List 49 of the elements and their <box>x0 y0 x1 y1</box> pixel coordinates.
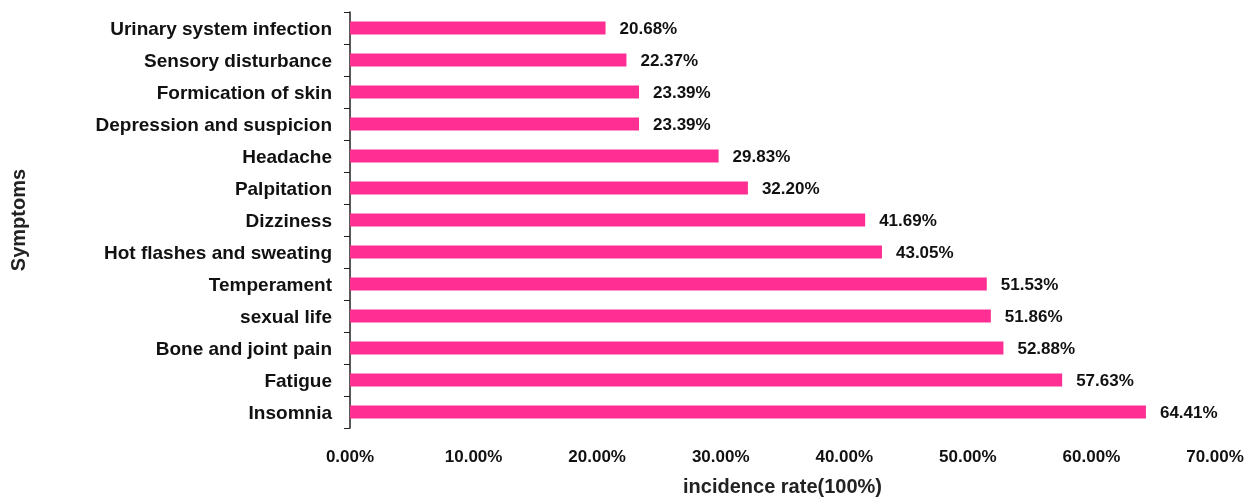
bar <box>350 405 1146 419</box>
bar <box>350 373 1063 387</box>
x-tick-label: 0.00% <box>325 447 375 466</box>
data-label: 23.39% <box>653 82 711 102</box>
bar <box>350 149 719 163</box>
x-tick-label: 30.00% <box>691 447 750 466</box>
data-label: 29.83% <box>732 146 791 166</box>
data-label: 22.37% <box>640 50 699 70</box>
y-tick-label: Headache <box>242 145 332 167</box>
x-tick-label: 20.00% <box>568 447 626 466</box>
y-tick-label: sexual life <box>240 305 332 327</box>
y-tick-label: Sensory disturbance <box>144 49 332 71</box>
x-tick-label: 40.00% <box>815 447 874 466</box>
data-label: 52.88% <box>1017 338 1076 358</box>
data-label: 64.41% <box>1159 402 1218 422</box>
data-label: 57.63% <box>1076 370 1134 390</box>
y-tick-label: Formication of skin <box>156 81 332 103</box>
bar <box>350 277 987 291</box>
bar <box>350 117 640 131</box>
data-label: 20.68% <box>619 18 678 38</box>
x-tick-label: 10.00% <box>444 447 503 466</box>
bar <box>350 341 1004 355</box>
bar <box>350 181 748 195</box>
bar <box>350 213 866 227</box>
bar <box>350 85 640 99</box>
data-label: 51.86% <box>1004 306 1063 326</box>
y-tick-label: Hot flashes and sweating <box>103 241 332 263</box>
y-tick-label: Bone and joint pain <box>155 337 332 359</box>
y-tick-label: Urinary system infection <box>110 17 332 39</box>
y-tick-label: Palpitation <box>234 177 332 199</box>
bar <box>350 53 627 67</box>
y-tick-label: Temperament <box>208 273 333 295</box>
y-axis-title: Symptoms <box>7 168 29 272</box>
y-tick-label: Dizziness <box>245 209 332 231</box>
x-tick-label: 60.00% <box>1062 447 1121 466</box>
y-tick-label: Depression and suspicion <box>95 113 332 135</box>
data-label: 23.39% <box>653 114 711 134</box>
y-tick-label: Insomnia <box>248 401 333 423</box>
data-label: 32.20% <box>761 178 820 198</box>
x-axis-title: incidence rate(100%) <box>683 475 882 497</box>
data-label: 41.69% <box>879 210 937 230</box>
bar <box>350 21 606 35</box>
bar <box>350 245 882 259</box>
x-tick-label: 70.00% <box>1186 447 1244 466</box>
x-tick-label: 50.00% <box>939 447 997 466</box>
y-tick-label: Fatigue <box>264 369 332 391</box>
bar <box>350 309 991 323</box>
data-label: 51.53% <box>1000 274 1059 294</box>
data-label: 43.05% <box>895 242 954 262</box>
